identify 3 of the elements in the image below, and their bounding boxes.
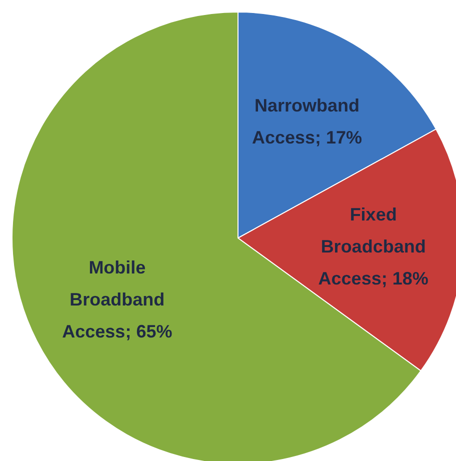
slice-label: Narrowband Access; 17% bbox=[252, 95, 362, 148]
slice-label: Mobile Broadband Access; 65% bbox=[62, 258, 172, 342]
slice-label: Fixed Broadcband Access; 18% bbox=[318, 204, 428, 289]
